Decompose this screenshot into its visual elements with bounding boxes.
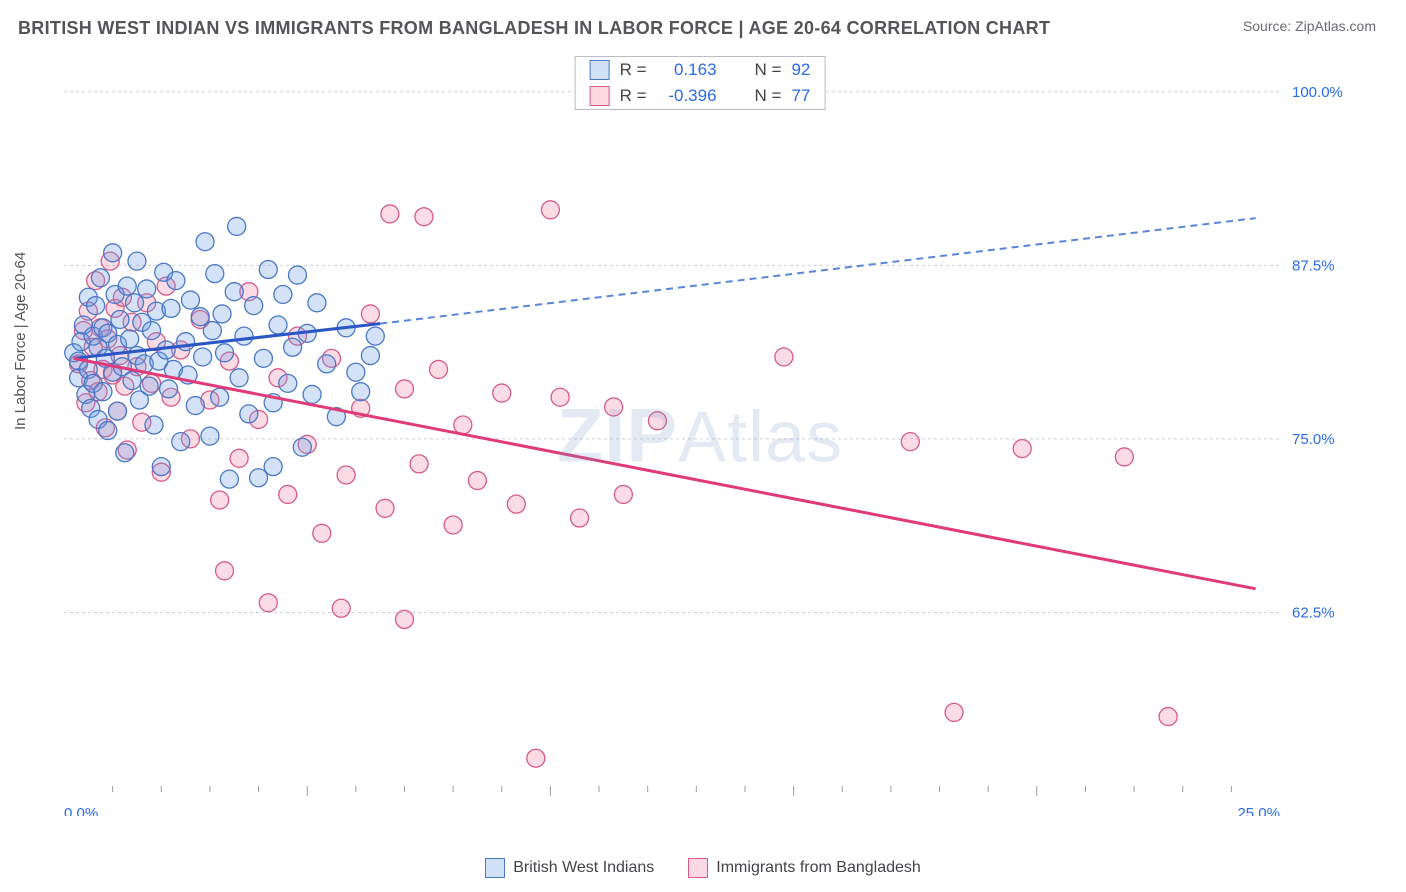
svg-text:25.0%: 25.0% [1237,805,1280,816]
page-title: BRITISH WEST INDIAN VS IMMIGRANTS FROM B… [18,18,1050,39]
source-label: Source: ZipAtlas.com [1243,18,1376,34]
series-legend: British West Indians Immigrants from Ban… [0,858,1406,878]
legend-swatch-pink [688,858,708,878]
svg-text:75.0%: 75.0% [1292,431,1335,448]
correlation-legend-row: R = -0.396 N = 77 [576,83,825,109]
legend-r-label: R = [620,60,647,80]
chart-area: ZIPAtlas 62.5%75.0%87.5%100.0%0.0%25.0% … [50,56,1350,816]
svg-text:0.0%: 0.0% [64,805,98,816]
legend-swatch-blue [590,60,610,80]
legend-label: Immigrants from Bangladesh [716,859,921,877]
svg-text:87.5%: 87.5% [1292,257,1335,274]
legend-r-label: R = [620,86,647,106]
correlation-legend: R = 0.163 N = 92 R = -0.396 N = 77 [575,56,826,110]
legend-swatch-blue [485,858,505,878]
legend-n-label: N = [755,86,782,106]
legend-r-value: -0.396 [657,86,717,106]
y-axis-label: In Labor Force | Age 20-64 [12,252,29,430]
legend-r-value: 0.163 [657,60,717,80]
legend-n-value: 77 [791,86,810,106]
legend-item: Immigrants from Bangladesh [688,858,921,878]
legend-item: British West Indians [485,858,654,878]
scatter-plot: 62.5% 75.0% 87.5% 100.0% 0.0% 25.0% [50,56,1350,816]
legend-label: British West Indians [513,859,654,877]
correlation-legend-row: R = 0.163 N = 92 [576,57,825,83]
legend-n-value: 92 [791,60,810,80]
svg-text:62.5%: 62.5% [1292,604,1335,621]
svg-text:100.0%: 100.0% [1292,84,1343,101]
legend-n-label: N = [755,60,782,80]
legend-swatch-pink [590,86,610,106]
